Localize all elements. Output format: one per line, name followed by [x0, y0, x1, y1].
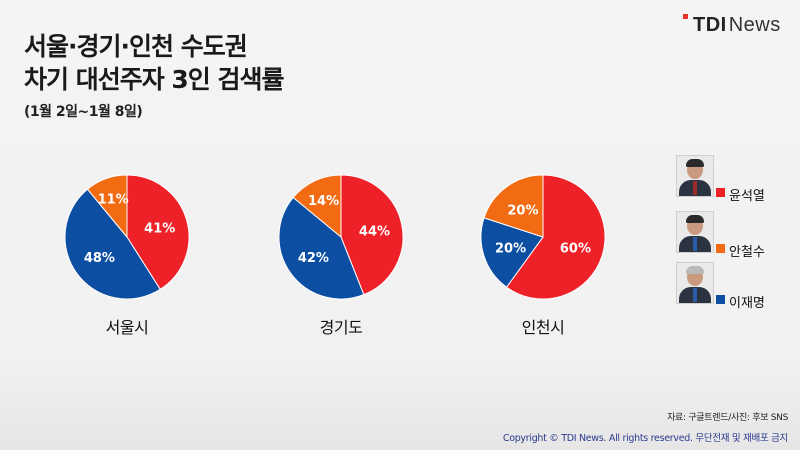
photo-lee-icon: [676, 262, 714, 304]
legend-swatch-orange: [716, 244, 725, 253]
pie-0-label-lee: 48%: [84, 251, 115, 266]
legend-swatch-blue: [716, 295, 725, 304]
title-line-1: 서울·경기·인천 수도권: [24, 32, 248, 61]
legend-item-yoon: 윤석열: [676, 155, 796, 204]
pie-1-label-ahn: 14%: [308, 194, 339, 209]
pie-2-label-yoon: 60%: [560, 242, 591, 257]
legend-label-yoon: 윤석열: [729, 189, 765, 204]
pie-1-slice-yoon: [340, 174, 404, 296]
date-range-subtitle: (1월 2일~1월 8일): [24, 104, 143, 120]
legend-item-lee: 이재명: [676, 262, 796, 311]
photo-ahn-icon: [676, 211, 714, 253]
pie-2-slice-yoon: [505, 174, 606, 300]
photo-yoon-icon: [676, 155, 714, 197]
source-note: 자료: 구글트렌드/사진: 후보 SNS: [667, 413, 788, 423]
pie-1-label-yoon: 44%: [359, 225, 390, 240]
legend-item-ahn: 안철수: [676, 211, 796, 260]
legend-label-ahn: 안철수: [729, 245, 765, 260]
tdi-news-logo: TDI News: [683, 13, 781, 37]
pie-title-incheon: 인천시: [521, 318, 565, 337]
pie-2-label-ahn: 20%: [507, 203, 538, 218]
copyright-notice: Copyright © TDI News. All rights reserve…: [502, 433, 788, 444]
pie-0-slice-lee: [64, 188, 161, 300]
pie-2-slice-lee: [480, 217, 544, 288]
pie-1-slice-ahn: [292, 174, 342, 239]
pie-title-gyeonggi: 경기도: [319, 318, 363, 337]
logo-mark-icon: [683, 14, 691, 36]
logo-suffix: News: [728, 13, 781, 36]
pie-1-label-lee: 42%: [298, 251, 329, 266]
pie-2-slice-ahn: [483, 174, 544, 238]
pie-0-label-yoon: 41%: [144, 221, 175, 236]
chart-title: 서울·경기·인천 수도권 차기 대선주자 3인 검색률: [24, 30, 285, 96]
pie-0-label-ahn: 11%: [98, 192, 129, 207]
legend-label-lee: 이재명: [729, 296, 765, 311]
pie-0-slice-ahn: [86, 174, 128, 239]
pie-2-label-lee: 20%: [495, 242, 526, 257]
logo-prefix: TDI: [693, 13, 727, 36]
legend-swatch-red: [716, 188, 725, 197]
title-line-2: 차기 대선주자 3인 검색률: [24, 65, 285, 94]
pie-title-seoul: 서울시: [105, 318, 149, 337]
pie-1-slice-lee: [278, 196, 365, 300]
